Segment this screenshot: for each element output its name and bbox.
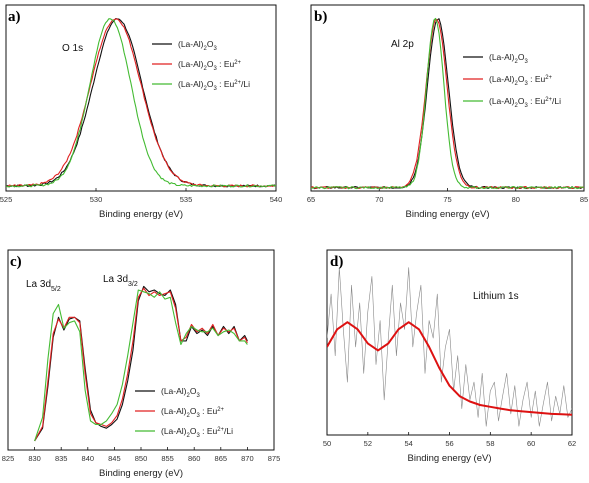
- series-line-s3: [311, 17, 584, 190]
- series-line-s3: [34, 289, 248, 442]
- x-axis-title: Binding energy (eV): [99, 468, 183, 479]
- x-tick-label: 85: [580, 195, 588, 204]
- legend-entry: (La-Al)2O3: [489, 52, 528, 65]
- x-tick-label: 850: [135, 454, 148, 463]
- x-tick-label: 60: [527, 439, 535, 448]
- legend-entry: (La-Al)2O3 : Eu2+: [178, 59, 242, 72]
- x-tick-label: 54: [404, 439, 412, 448]
- legend-entry: (La-Al)2O3 : Eu2+: [489, 74, 553, 87]
- x-axis-title: Binding energy (eV): [408, 453, 492, 464]
- x-tick-label: 825: [2, 454, 15, 463]
- plot-frame: [5, 4, 277, 192]
- panel-label: b): [314, 9, 327, 25]
- legend-entry: (La-Al)2O3: [161, 386, 200, 399]
- x-tick-label: 855: [161, 454, 174, 463]
- series-line-s1: [6, 18, 276, 188]
- x-tick-label: 75: [443, 195, 451, 204]
- legend-entry: (La-Al)2O3 : Eu2+/Li: [489, 96, 561, 109]
- x-tick-label: 860: [188, 454, 201, 463]
- chart-panel-3: 825 830 835 840 845 850 855 860 865 870 875 Binding…: [2, 249, 281, 479]
- x-tick-label: 830: [28, 454, 41, 463]
- series-line-s2: [34, 287, 248, 442]
- x-tick-label: 540: [270, 195, 283, 204]
- peak-annotation-3d32: La 3d3/2: [103, 274, 138, 288]
- x-tick-label: 58: [486, 439, 494, 448]
- series-line-raw-data: [327, 267, 572, 427]
- x-tick-label: 845: [108, 454, 121, 463]
- legend-entry: (La-Al)2O3 : Eu2+/Li: [161, 426, 233, 439]
- x-axis-title: Binding energy (eV): [99, 209, 183, 220]
- legend-entry: (La-Al)2O3 : Eu2+/Li: [178, 79, 250, 92]
- x-tick-label: 52: [364, 439, 372, 448]
- x-tick-label: 65: [307, 195, 315, 204]
- x-tick-label: 525: [0, 195, 12, 204]
- x-tick-label: 840: [82, 454, 95, 463]
- x-tick-label: 56: [445, 439, 453, 448]
- series-line-s2: [6, 18, 276, 188]
- series-line-s1: [34, 285, 248, 442]
- x-tick-label: 865: [215, 454, 228, 463]
- x-tick-label: 62: [568, 439, 576, 448]
- peak-annotation-3d52: La 3d5/2: [26, 279, 61, 293]
- series-line-fit: [327, 321, 572, 416]
- chart-panel-4: 50 52 54 56 58 60 62 Binding energy (eV) d) Lithi…: [323, 249, 576, 464]
- series-line-s3: [6, 18, 276, 188]
- peak-annotation: Al 2p: [391, 39, 414, 50]
- x-tick-label: 875: [268, 454, 281, 463]
- chart-panel-1: 525 530 535 540 Binding energy (eV) a) O 1s (La…: [0, 4, 283, 220]
- x-tick-label: 530: [90, 195, 103, 204]
- x-tick-label: 870: [241, 454, 254, 463]
- x-tick-label: 835: [55, 454, 68, 463]
- legend-entry: (La-Al)2O3: [178, 39, 217, 52]
- x-tick-label: 50: [323, 439, 331, 448]
- legend-entry: (La-Al)2O3 : Eu2+: [161, 406, 225, 419]
- panel-label: a): [8, 9, 21, 25]
- x-tick-label: 535: [180, 195, 193, 204]
- panel-label: c): [10, 254, 22, 270]
- x-tick-label: 80: [512, 195, 520, 204]
- x-axis-title: Binding energy (eV): [406, 209, 490, 220]
- plot-area: [311, 17, 584, 190]
- plot-area: [34, 285, 248, 442]
- plot-frame: [326, 249, 573, 436]
- x-tick-label: 70: [375, 195, 383, 204]
- panel-label: d): [330, 254, 343, 270]
- plot-area: [327, 267, 572, 427]
- peak-annotation: Lithium 1s: [473, 291, 519, 302]
- plot-area: [6, 18, 276, 188]
- chart-panel-2: 65 70 75 80 85 Binding energy (eV) b) Al 2p (La-…: [307, 4, 588, 220]
- peak-annotation: O 1s: [62, 43, 83, 54]
